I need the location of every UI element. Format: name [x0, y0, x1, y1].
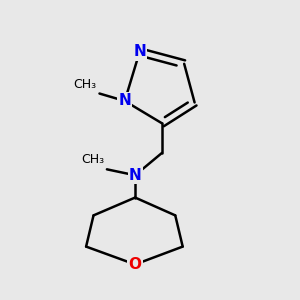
Text: N: N [133, 44, 146, 59]
Text: O: O [129, 257, 142, 272]
Text: N: N [129, 168, 142, 183]
Text: CH₃: CH₃ [81, 153, 104, 166]
Text: N: N [118, 94, 131, 109]
Text: CH₃: CH₃ [74, 78, 97, 91]
